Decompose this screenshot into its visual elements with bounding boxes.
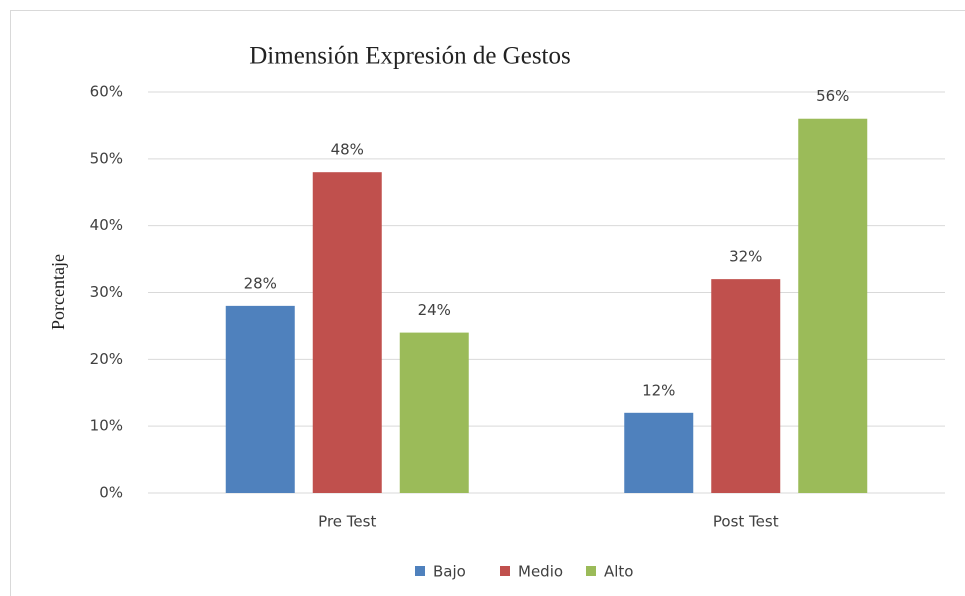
- bar: [798, 118, 868, 493]
- data-label: 24%: [418, 301, 451, 319]
- bar: [399, 332, 469, 493]
- bar: [624, 412, 694, 493]
- data-label: 32%: [729, 248, 762, 266]
- data-label: 56%: [816, 87, 849, 105]
- bar: [711, 279, 781, 493]
- legend-swatch: [415, 566, 425, 576]
- y-tick-label: 20%: [90, 350, 123, 368]
- legend-label: Medio: [518, 563, 563, 581]
- legend-label: Bajo: [433, 563, 466, 581]
- y-tick-label: 40%: [90, 216, 123, 234]
- bar: [312, 172, 382, 493]
- y-axis-label: Porcentaje: [48, 254, 68, 330]
- x-tick-label: Pre Test: [318, 513, 376, 531]
- y-tick-label: 60%: [90, 83, 123, 101]
- x-tick-label: Post Test: [713, 513, 779, 531]
- legend-swatch: [500, 566, 510, 576]
- y-tick-label: 30%: [90, 283, 123, 301]
- data-label: 12%: [642, 381, 675, 399]
- y-tick-label: 10%: [90, 417, 123, 435]
- y-tick-label: 50%: [90, 149, 123, 167]
- data-label: 28%: [244, 274, 277, 292]
- legend-swatch: [586, 566, 596, 576]
- legend-label: Alto: [604, 563, 634, 581]
- bar: [225, 305, 295, 493]
- y-tick-label: 0%: [99, 484, 123, 502]
- chart-title: Dimensión Expresión de Gestos: [249, 43, 570, 70]
- data-label: 48%: [331, 141, 364, 159]
